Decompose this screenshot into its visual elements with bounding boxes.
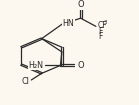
- Text: O: O: [77, 0, 84, 9]
- Text: H₂N: H₂N: [28, 61, 43, 70]
- Text: F: F: [98, 32, 102, 41]
- Text: CF: CF: [98, 21, 108, 30]
- Text: F: F: [98, 27, 102, 36]
- Text: 3: 3: [104, 20, 107, 25]
- Text: HN: HN: [63, 19, 74, 28]
- Text: O: O: [78, 61, 85, 70]
- Text: Cl: Cl: [21, 77, 29, 85]
